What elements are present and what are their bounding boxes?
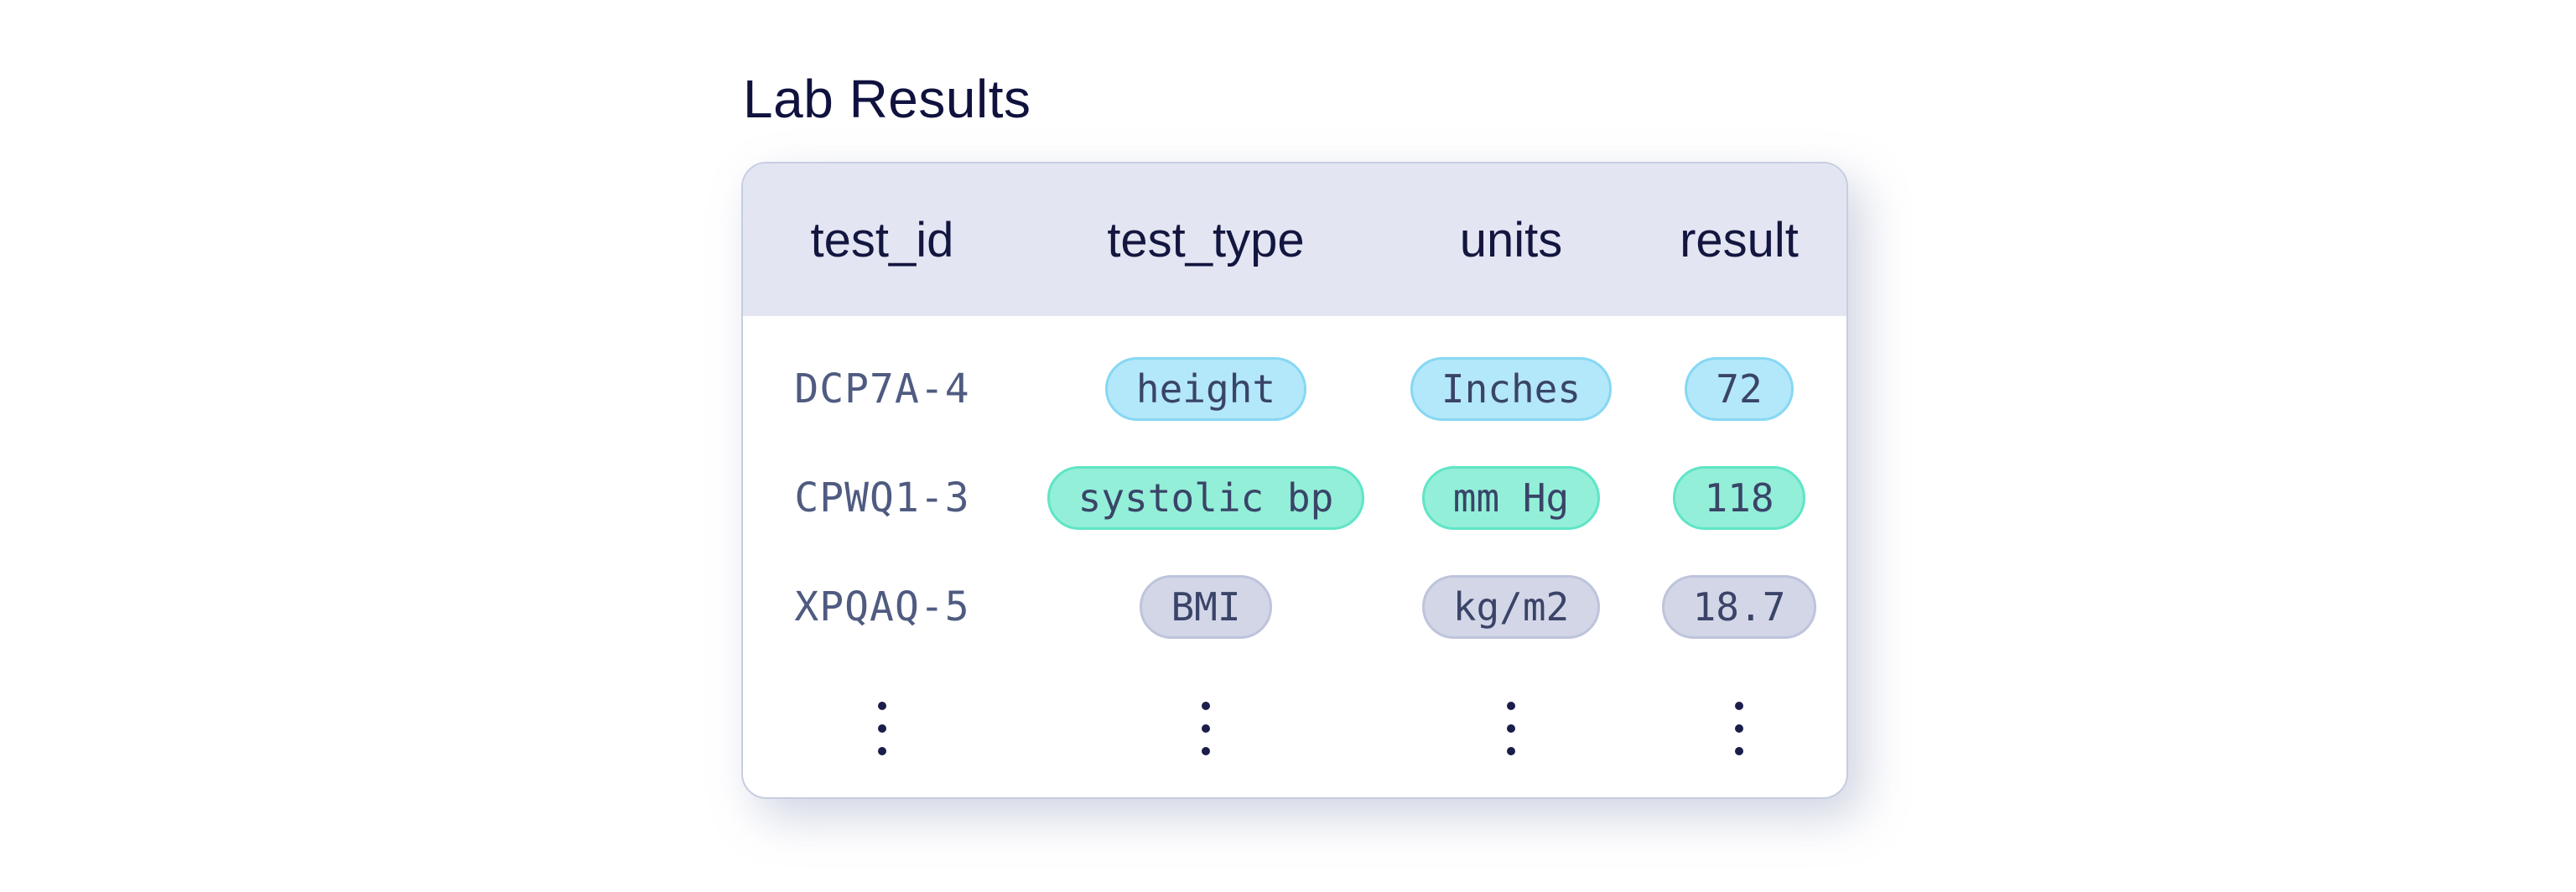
column-header-test-type: test_type <box>1107 212 1305 267</box>
dot-icon <box>1735 747 1743 755</box>
test-type-badge: height <box>1104 357 1307 421</box>
page-title: Lab Results <box>743 68 1031 129</box>
units-badge: kg/m2 <box>1421 575 1601 639</box>
dot-icon <box>878 702 886 710</box>
more-rows-ellipsis <box>1202 702 1210 755</box>
lab-results-table: test_id test_type units result DCP7A-4 h… <box>741 162 1848 799</box>
dot-icon <box>1507 724 1515 733</box>
units-badge: mm Hg <box>1421 466 1601 530</box>
result-badge: 72 <box>1685 357 1794 421</box>
cell-test-id: XPQAQ-5 <box>794 583 970 630</box>
table-header-row: test_id test_type units result <box>743 163 1846 316</box>
dot-icon <box>1735 724 1743 733</box>
test-type-badge: BMI <box>1140 575 1272 639</box>
more-rows-ellipsis <box>1735 702 1743 755</box>
more-rows-ellipsis <box>1507 702 1515 755</box>
units-badge: Inches <box>1410 357 1613 421</box>
result-badge: 118 <box>1673 466 1805 530</box>
test-type-badge: systolic bp <box>1046 466 1365 530</box>
dot-icon <box>878 724 886 733</box>
cell-test-id: DCP7A-4 <box>794 366 970 412</box>
column-header-units: units <box>1459 212 1563 267</box>
dot-icon <box>1507 702 1515 710</box>
cell-test-id: CPWQ1-3 <box>794 475 970 521</box>
result-badge: 18.7 <box>1661 575 1817 639</box>
table-row: DCP7A-4 height Inches 72 <box>743 334 1846 443</box>
dot-icon <box>878 747 886 755</box>
dot-icon <box>1507 747 1515 755</box>
dot-icon <box>1735 702 1743 710</box>
dot-icon <box>1202 747 1210 755</box>
dot-icon <box>1202 724 1210 733</box>
table-row: XPQAQ-5 BMI kg/m2 18.7 <box>743 552 1846 661</box>
column-header-result: result <box>1680 212 1799 267</box>
table-row: CPWQ1-3 systolic bp mm Hg 118 <box>743 443 1846 552</box>
dot-icon <box>1202 702 1210 710</box>
table-row-more <box>743 661 1846 796</box>
column-header-test-id: test_id <box>810 212 954 267</box>
table-body: DCP7A-4 height Inches 72 CPWQ1-3 systoli… <box>743 316 1846 796</box>
more-rows-ellipsis <box>878 702 886 755</box>
